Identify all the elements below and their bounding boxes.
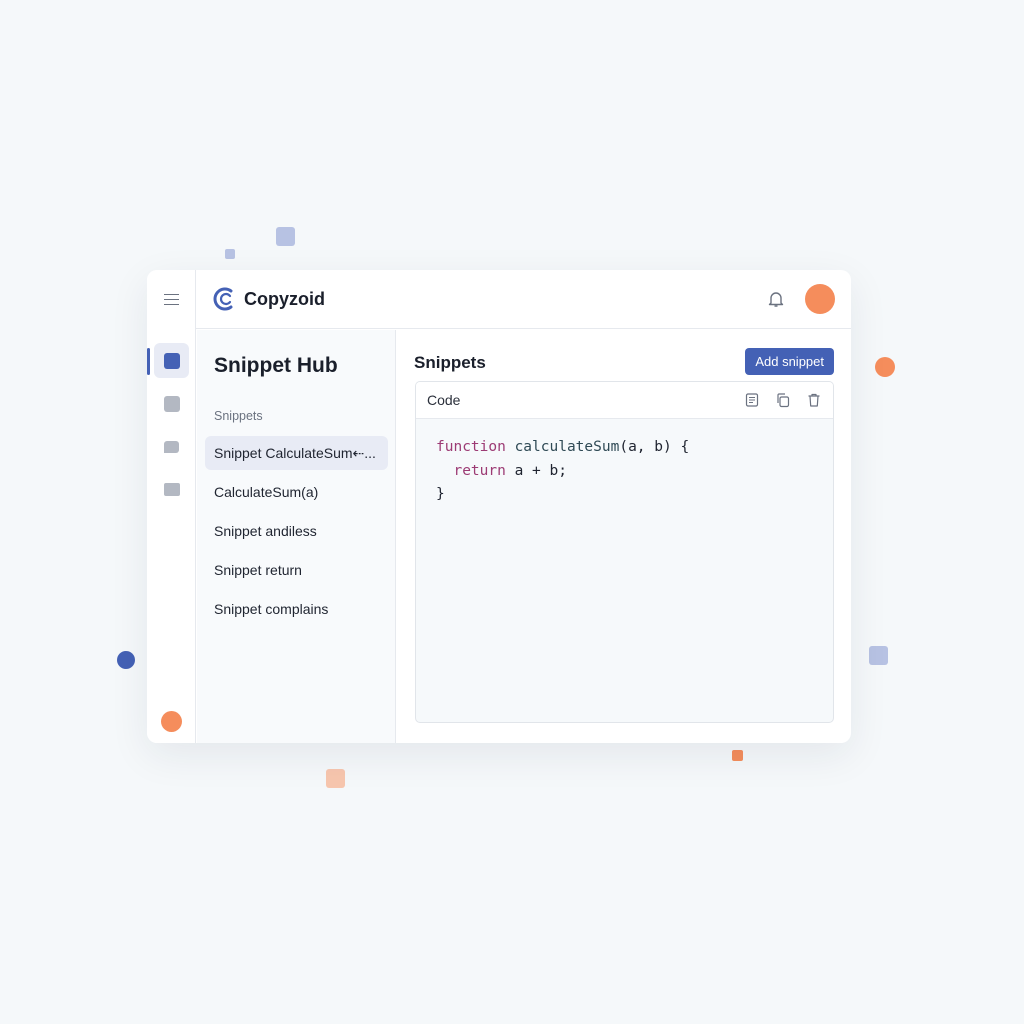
code-panel-header: Code [416, 382, 833, 419]
icon-rail [147, 270, 196, 743]
code-text: (a, b) { [619, 439, 690, 455]
format-icon[interactable] [744, 392, 760, 408]
comments-icon [164, 440, 179, 453]
decor-square [276, 227, 295, 246]
menu-icon[interactable] [164, 294, 179, 305]
code-keyword: function [436, 439, 506, 455]
code-text: } [436, 486, 445, 502]
copyzoid-logo-icon [213, 287, 233, 311]
list-item[interactable]: Snippet complains [214, 601, 329, 617]
code-panel: Code function calculateSum(a, b) { retur… [415, 381, 834, 723]
delete-icon[interactable] [806, 392, 822, 408]
code-content[interactable]: function calculateSum(a, b) { return a +… [416, 419, 833, 524]
section-title: Snippets [414, 353, 486, 372]
folder-icon [163, 483, 180, 496]
user-avatar-small[interactable] [161, 711, 182, 732]
snippet-list: Snippet CalculateSum⇠... CalculateSum(a)… [205, 436, 388, 631]
code-function-name: calculateSum [505, 439, 620, 455]
code-keyword: return [436, 462, 506, 479]
decor-dot [875, 357, 895, 377]
main-panel: Snippets Add snippet Code function calcu… [397, 330, 851, 743]
decor-square [869, 646, 888, 665]
section-label: Snippets [214, 409, 263, 423]
collections-icon [163, 395, 180, 412]
rail-item-folder[interactable] [154, 472, 189, 507]
list-item[interactable]: Snippet andiless [214, 523, 317, 539]
app-window: Copyzoid Snippet Hub Snippets Snippet Ca… [147, 270, 851, 743]
decor-dot [117, 651, 135, 669]
top-header: Copyzoid [196, 270, 851, 329]
page-title: Snippet Hub [214, 354, 338, 377]
rail-item-snippets[interactable] [154, 343, 189, 378]
app-name: Copyzoid [244, 288, 325, 309]
active-indicator [147, 348, 150, 375]
snippet-sidebar: Snippet Hub Snippets Snippet CalculateSu… [197, 330, 396, 743]
copy-icon[interactable] [775, 392, 791, 408]
list-item[interactable]: Snippet CalculateSum⇠... [205, 436, 388, 470]
list-item[interactable]: Snippet return [214, 562, 302, 578]
add-snippet-button[interactable]: Add snippet [745, 348, 834, 375]
decor-square [225, 249, 235, 259]
decor-square [732, 750, 743, 761]
code-label: Code [427, 392, 461, 408]
decor-square [326, 769, 345, 788]
user-avatar[interactable] [805, 284, 835, 314]
snippets-icon [163, 352, 180, 369]
bell-icon[interactable] [767, 290, 785, 308]
rail-item-comments[interactable] [154, 429, 189, 464]
rail-item-collections[interactable] [154, 386, 189, 421]
list-item[interactable]: CalculateSum(a) [214, 484, 319, 500]
code-text: a + b; [505, 462, 567, 479]
